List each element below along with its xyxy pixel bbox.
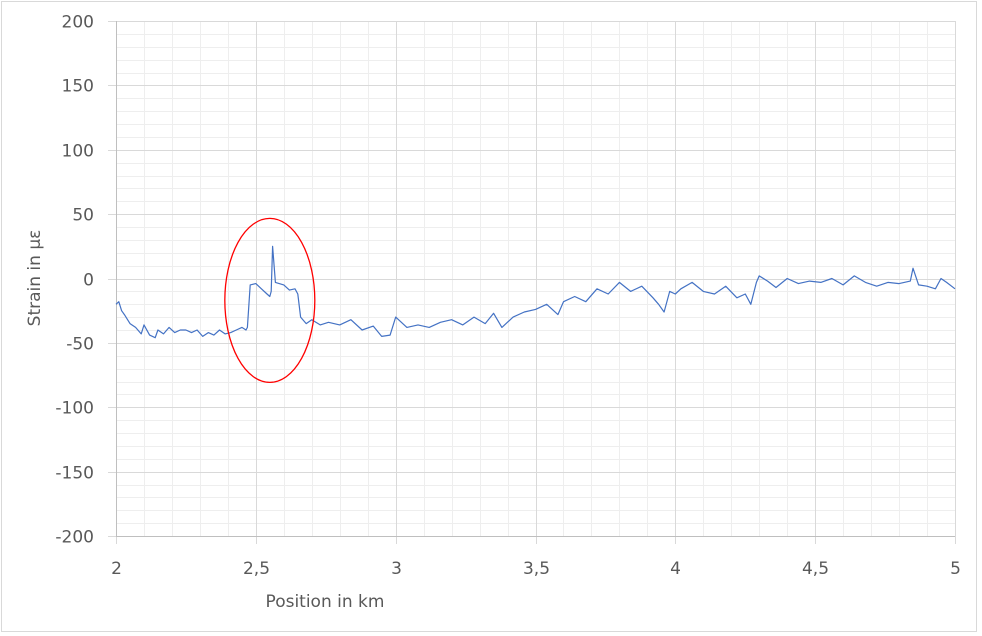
y-tick-label: 200: [62, 13, 94, 33]
y-tick-label: -100: [55, 399, 94, 419]
x-tick-label: 4: [670, 559, 681, 579]
x-tick-label: 2: [111, 559, 122, 579]
y-tick-label: -50: [66, 335, 94, 355]
strain-series-line: [115, 245, 956, 339]
x-tick-label: 5: [950, 559, 961, 579]
major-gridlines: [108, 21, 956, 544]
y-tick-label: 50: [72, 206, 94, 226]
x-axis-tick-labels: 2 2,5 3 3,5 4 4,5 5: [111, 559, 961, 579]
x-tick-label: 3: [391, 559, 402, 579]
y-tick-label: 150: [62, 77, 94, 97]
axes: [116, 21, 955, 537]
x-tick-label: 3,5: [523, 559, 550, 579]
x-tick-label: 2,5: [243, 559, 270, 579]
y-tick-label: 0: [83, 271, 94, 291]
y-axis-tick-labels: 200 150 100 50 0 -50 -100 -150 -200: [55, 13, 94, 548]
y-axis-title: Strain in µε: [25, 230, 45, 327]
anomaly-highlight-ellipse: [224, 217, 316, 384]
x-axis-title: Position in km: [266, 592, 385, 612]
y-tick-label: -150: [55, 464, 94, 484]
x-tick-label: 4,5: [802, 559, 829, 579]
y-tick-label: -200: [55, 528, 94, 548]
y-tick-label: 100: [62, 142, 94, 162]
